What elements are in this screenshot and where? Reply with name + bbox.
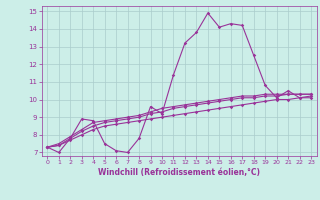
X-axis label: Windchill (Refroidissement éolien,°C): Windchill (Refroidissement éolien,°C) <box>98 168 260 177</box>
